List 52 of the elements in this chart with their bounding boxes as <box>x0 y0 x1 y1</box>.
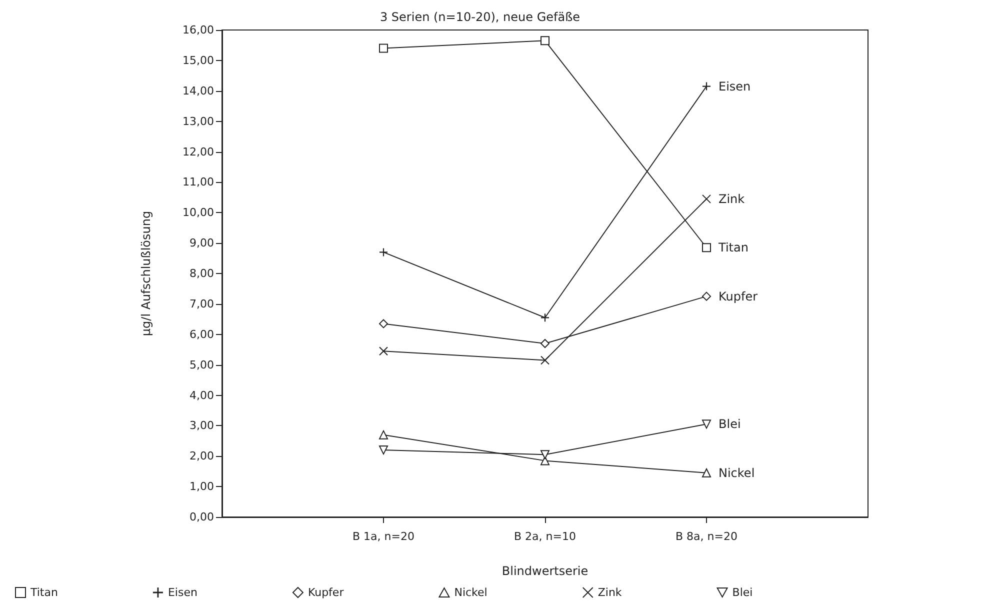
point <box>380 248 388 256</box>
text: Zink <box>718 192 745 206</box>
y-tick-label: 0,00 <box>190 510 214 524</box>
point <box>540 450 550 460</box>
legend-label: Blei <box>732 586 753 599</box>
x-tick-label: B 1a, n=20 <box>352 530 414 543</box>
point <box>379 430 388 440</box>
point <box>702 82 710 90</box>
x-tick-label: B 2a, n=10 <box>514 530 576 543</box>
legend-label: Kupfer <box>308 586 344 599</box>
text: Blei <box>718 417 741 432</box>
y-tick-label: 6,00 <box>190 328 214 341</box>
x-tick-label: B 8a, n=20 <box>676 530 738 543</box>
y-tick-label: 9,00 <box>190 236 214 250</box>
point <box>379 319 388 328</box>
text: Titan <box>718 240 748 255</box>
point <box>541 314 549 322</box>
y-tick-label: 7,00 <box>190 297 214 310</box>
text: Kupfer <box>718 289 758 304</box>
legend-label: Nickel <box>454 586 488 599</box>
y-axis-title: µg/l Aufschlußlösung <box>139 210 153 336</box>
text: Nickel <box>718 466 755 480</box>
point <box>540 356 550 365</box>
y-tick-label: 5,00 <box>190 358 214 372</box>
point <box>702 468 711 478</box>
point <box>379 44 388 53</box>
point <box>702 243 711 252</box>
point <box>702 292 711 301</box>
legend-label: Titan <box>30 586 58 599</box>
y-tick-label: 12,00 <box>182 145 214 158</box>
chart-title: 3 Serien (n=10-20), neue Gefäße <box>380 10 580 24</box>
point <box>540 36 550 46</box>
y-tick-label: 11,00 <box>182 176 214 189</box>
y-tick-label: 8,00 <box>190 267 214 280</box>
y-tick-label: 16,00 <box>182 24 214 36</box>
y-tick-label: 2,00 <box>190 450 214 463</box>
y-tick-label: 15,00 <box>182 54 214 67</box>
text: Eisen <box>718 79 751 94</box>
point <box>702 420 711 429</box>
point <box>379 446 388 455</box>
point <box>379 346 388 356</box>
point <box>702 194 711 204</box>
y-tick-label: 13,00 <box>182 114 214 128</box>
y-tick-label: 14,00 <box>182 84 214 98</box>
x-axis-title: Blindwertserie <box>502 564 588 578</box>
y-tick-label: 10,00 <box>182 206 214 220</box>
legend-label: Zink <box>598 586 622 599</box>
y-tick-label: 1,00 <box>190 480 214 494</box>
point <box>540 339 550 348</box>
y-tick-label: 4,00 <box>190 388 214 402</box>
y-tick-label: 3,00 <box>190 419 214 432</box>
legend-label: Eisen <box>168 586 198 599</box>
